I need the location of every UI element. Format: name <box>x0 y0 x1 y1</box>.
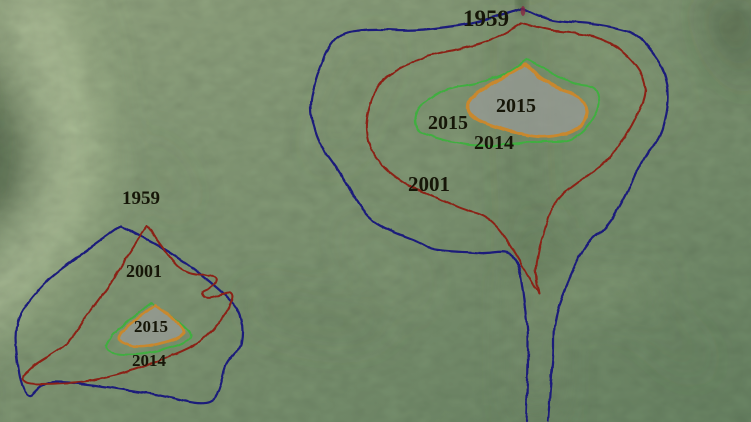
svg-text:2015: 2015 <box>134 317 168 336</box>
svg-text:1959: 1959 <box>122 188 160 209</box>
svg-text:2015: 2015 <box>496 95 536 117</box>
svg-text:2014: 2014 <box>474 132 514 154</box>
svg-text:2015: 2015 <box>428 112 468 134</box>
svg-text:2001: 2001 <box>126 261 162 281</box>
svg-text:1959: 1959 <box>463 6 509 31</box>
svg-text:2001: 2001 <box>408 172 450 196</box>
svg-text:2014: 2014 <box>132 351 167 370</box>
